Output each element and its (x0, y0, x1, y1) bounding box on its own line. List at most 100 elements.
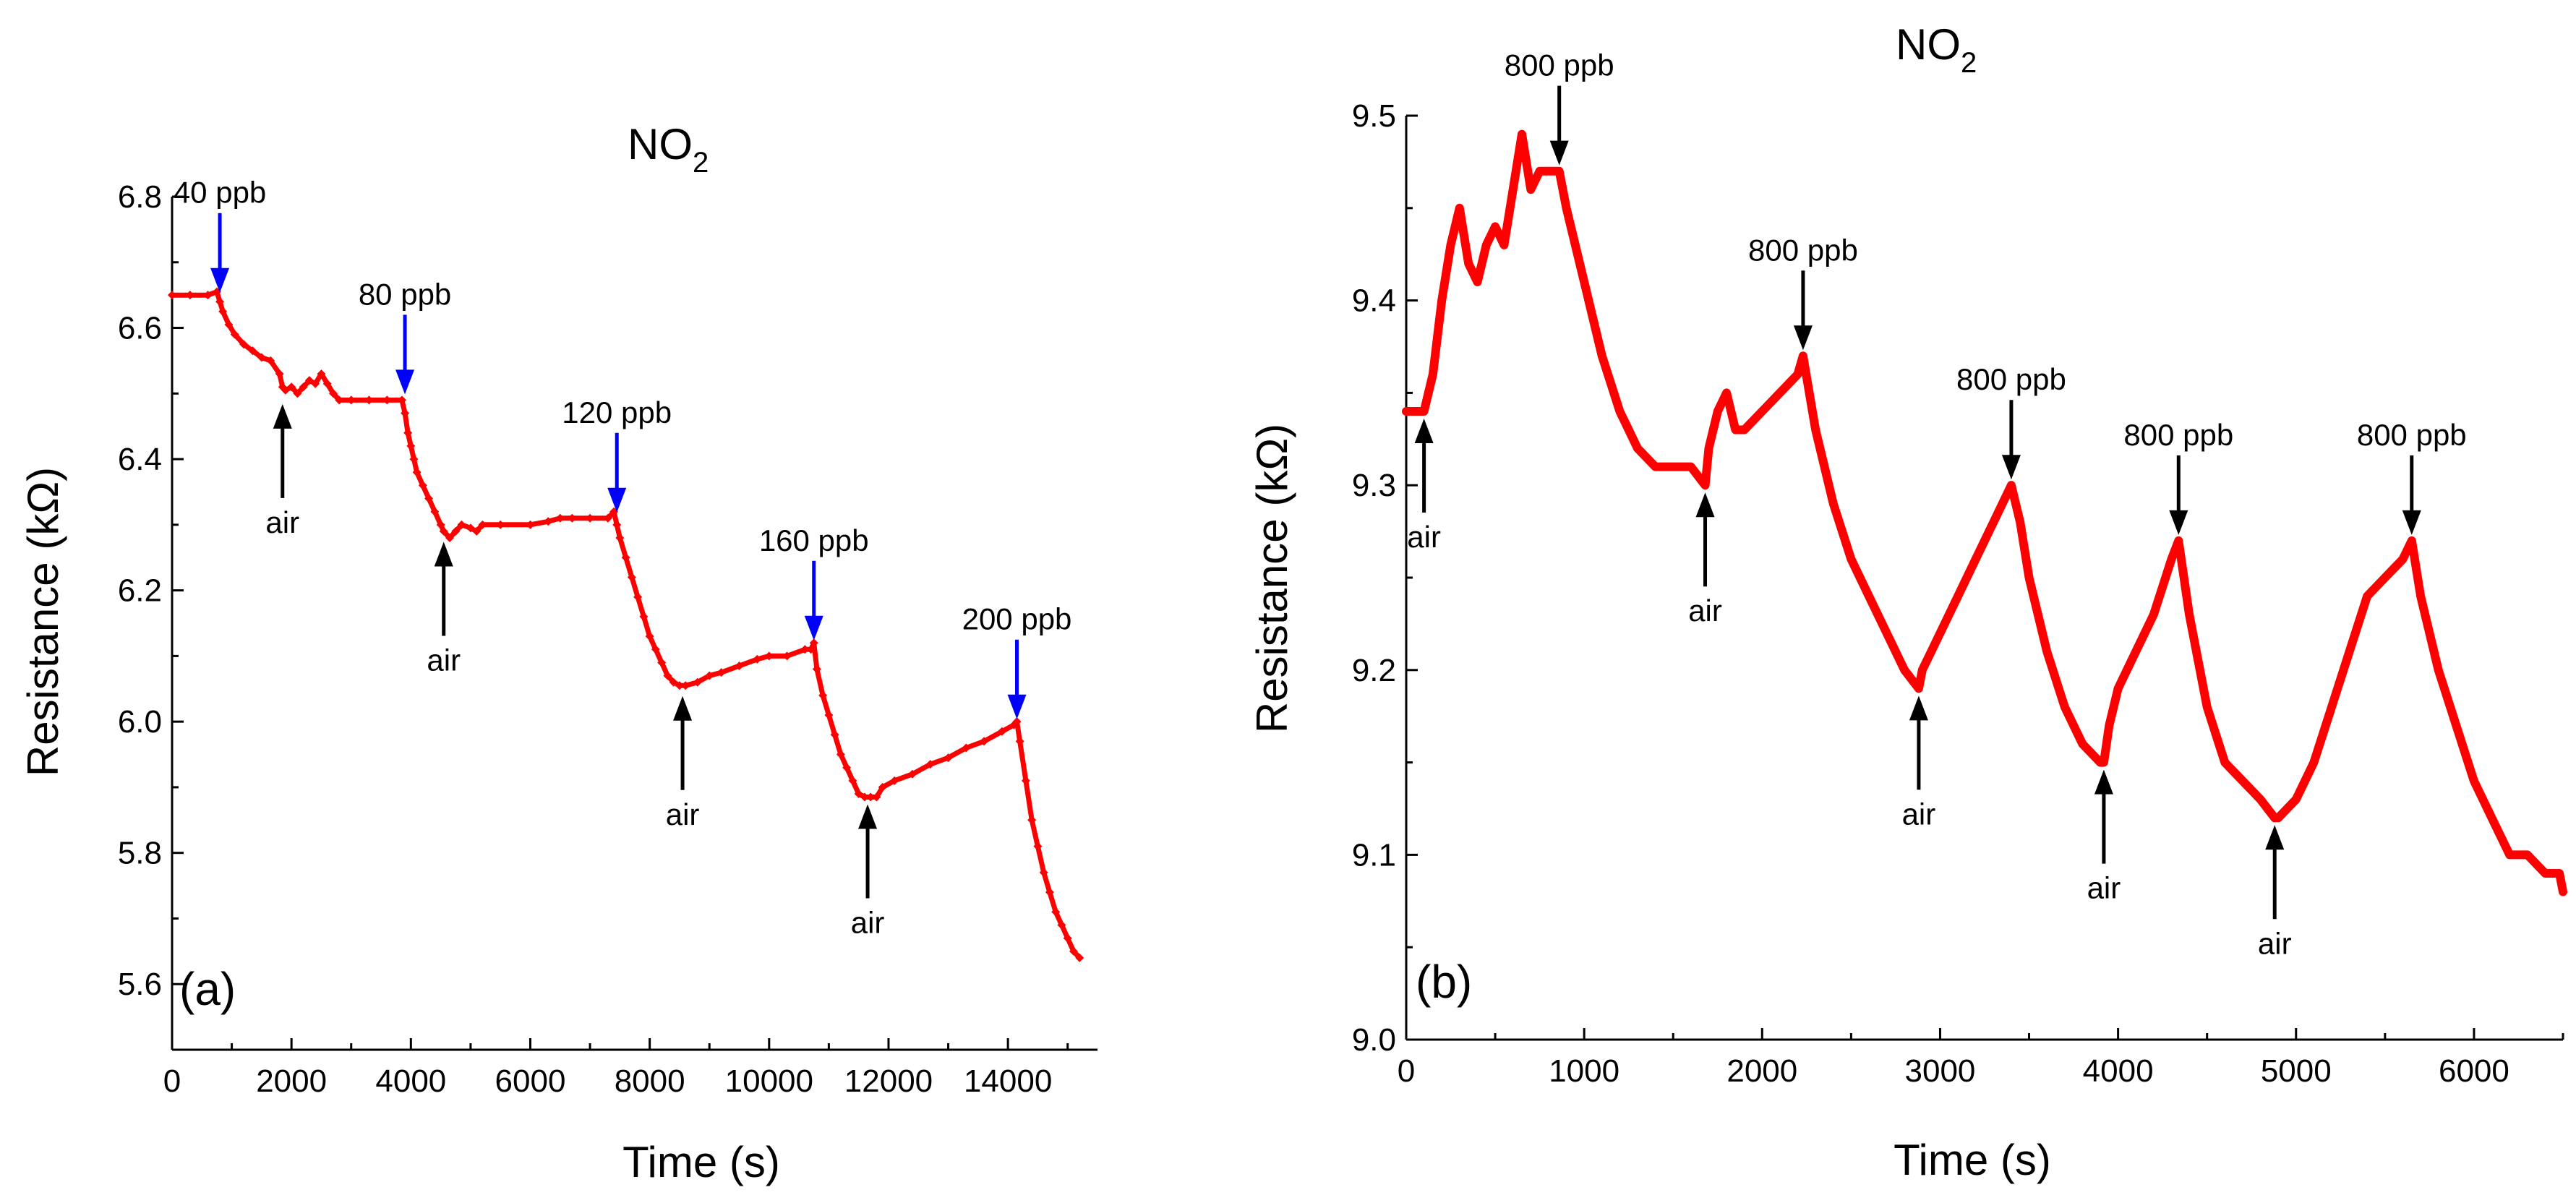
chart-b-x-tick-label: 3000 (1905, 1053, 1976, 1089)
chart-a-data-point (621, 553, 630, 562)
chart-a-data-point (848, 776, 857, 785)
chart-a-data-point (586, 513, 595, 523)
chart-a-gas-arrow (210, 213, 230, 293)
chart-b-air-arrow (1909, 695, 1928, 790)
chart-b-gas-arrow (2402, 455, 2421, 535)
chart-b-gas-label: 800 ppb (1748, 233, 1858, 267)
chart-a-gas-arrow-head (1007, 694, 1027, 719)
chart-a-data-point (997, 727, 1006, 736)
chart-a-data-point (878, 782, 887, 792)
chart-a-data-point (457, 520, 466, 529)
chart-a-y-tick-label: 6.6 (118, 311, 162, 346)
chart-a-data-point (1027, 815, 1037, 825)
chart-b-air-arrow (2094, 769, 2113, 864)
chart-a-data-point (382, 395, 392, 405)
chart-a-panel-label: (a) (179, 963, 236, 1015)
chart-a-data-point (328, 389, 338, 398)
chart-a-data-point (401, 408, 410, 418)
chart-a-gas-label: 160 ppb (759, 523, 869, 557)
chart-a-y-axis-title: Resistance (kΩ) (19, 467, 67, 776)
chart-a-air-arrow (858, 804, 878, 899)
chart-a-y-tick-label: 6.2 (118, 573, 162, 609)
chart-b-gas-arrow-head (1549, 140, 1569, 166)
chart-a-gas-arrow-head (395, 369, 415, 395)
chart-a-x-tick-label: 6000 (495, 1063, 566, 1099)
chart-a-data-point (633, 592, 643, 602)
chart-a-data-point (430, 507, 440, 516)
chart-a-data-point (657, 658, 667, 667)
chart-a-data-point (854, 789, 863, 798)
chart-a-data-point (218, 307, 228, 316)
chart-b-panel-label: (b) (1416, 956, 1472, 1008)
chart-a-data-point (317, 369, 326, 379)
chart-b-air-arrow-head (1695, 492, 1715, 518)
chart-a-air-arrow-head (673, 695, 693, 721)
chart-a-data-point (322, 379, 332, 388)
chart-a-data-point (568, 513, 577, 523)
chart-b-x-tick-label: 1000 (1549, 1053, 1619, 1089)
chart-a-data-point (764, 651, 774, 661)
chart-b-y-tick-label: 9.2 (1352, 653, 1396, 688)
chart-a-air-label: air (427, 643, 461, 677)
chart-a-data-point (1033, 842, 1043, 851)
chart-a-data-point (168, 291, 176, 300)
chart-b-air-label: air (1688, 594, 1722, 628)
chart-a-data-point (1039, 868, 1048, 877)
chart-a-y-tick-label: 6.0 (118, 704, 162, 740)
chart-a-data-point (203, 291, 213, 300)
chart-a-data-point (800, 645, 810, 654)
chart-a-data-point (925, 760, 935, 769)
chart-b-gas-arrow (2169, 455, 2188, 535)
chart-a-data-point (364, 395, 374, 405)
chart-b-gas-arrow-head (2169, 510, 2188, 535)
chart-a-data-point (451, 526, 461, 536)
chart-a-data-point (311, 379, 320, 388)
chart-a-data-point (943, 753, 953, 763)
chart-a-data-point (1015, 737, 1024, 746)
chart-a-y-tick-label: 6.8 (118, 179, 162, 215)
chart-a-data-point (346, 395, 356, 405)
chart-b-x-tick-label: 0 (1398, 1053, 1415, 1089)
chart-a-data-point (445, 534, 454, 542)
chart-a-data-point (866, 792, 876, 802)
chart-b-gas-arrow-head (2001, 455, 2021, 480)
chart-a-gas-label: 200 ppb (962, 602, 1072, 636)
chart-a-data-point (812, 664, 821, 674)
chart-a-data-point (299, 382, 308, 392)
chart-a-data-point (224, 320, 234, 329)
chart-a-x-axis-title: Time (s) (622, 1138, 780, 1186)
chart-b-x-tick-label: 5000 (2261, 1053, 2332, 1089)
chart-a-data-point (809, 638, 818, 648)
chart-a-data-point (406, 441, 416, 450)
chart-b-gas-arrow (1549, 85, 1569, 166)
chart-a-x-tick-label: 10000 (725, 1063, 813, 1099)
chart-a-data-point (908, 769, 917, 779)
chart-b-air-arrow-head (2094, 769, 2113, 795)
chart-a-air-label: air (265, 505, 299, 539)
chart-a-gas-label: 80 ppb (359, 277, 451, 311)
chart-a-gas-label: 120 ppb (562, 395, 672, 429)
chart-b-air-arrow (1695, 492, 1715, 587)
chart-a-data-point (412, 468, 422, 477)
chart-a-air-arrow-head (858, 804, 878, 829)
chart-a-data-point (806, 645, 816, 654)
chart-a-data-point (436, 520, 445, 529)
chart-a-data-point (1069, 946, 1078, 956)
chart-a-gas-arrow-head (607, 487, 627, 513)
chart-a-data-point (275, 369, 284, 379)
chart-panel-b: NO2 (b) Time (s) Resistance (kΩ) 9.0 9.1 9… (1248, 20, 2567, 1184)
chart-b-gas-arrow-head (2402, 510, 2421, 535)
chart-a-data-point (735, 662, 744, 670)
chart-a-data-point (663, 671, 672, 680)
chart-b-air-arrow (2265, 825, 2285, 920)
chart-b-x-tick-label: 6000 (2439, 1053, 2509, 1089)
chart-a-data-point (304, 376, 314, 385)
chart-a-data-point (335, 395, 344, 405)
chart-a-data-point (716, 668, 726, 677)
chart-b-y-tick-label: 9.5 (1352, 98, 1396, 134)
chart-a-data-point (466, 523, 475, 533)
chart-a-data-point (555, 513, 565, 523)
chart-a-gas-arrow-head (804, 615, 823, 641)
chart-b-gas-label: 800 ppb (1956, 362, 2066, 396)
